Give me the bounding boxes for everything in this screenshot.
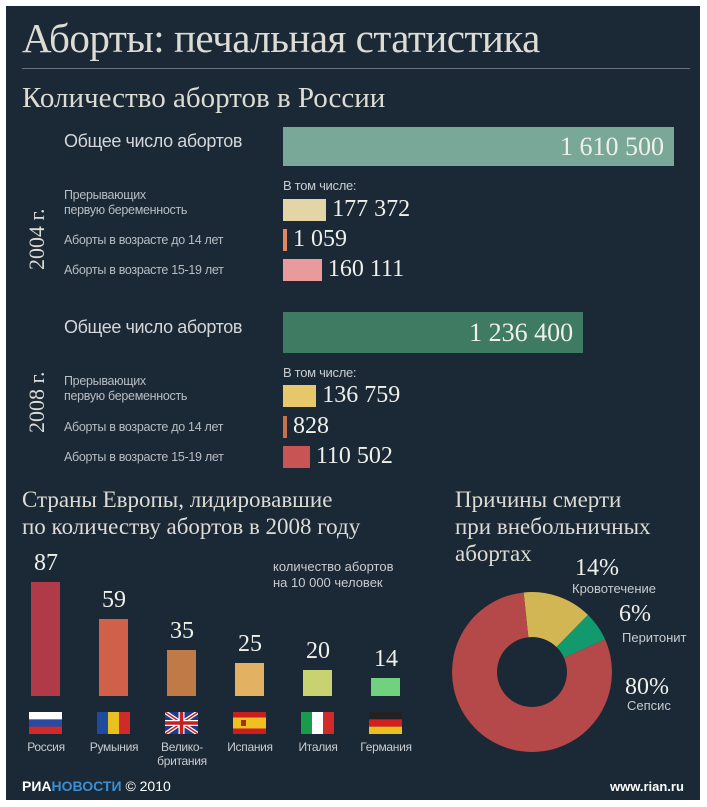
country-bar [303, 669, 332, 696]
country-value: 25 [238, 631, 262, 658]
spain-flag-icon [233, 712, 266, 734]
country-name: Велико-британия [147, 740, 217, 768]
item-bar [283, 416, 287, 438]
copyright: © 2010 [125, 778, 171, 794]
countries-title: Страны Европы, лидировавшие по количеств… [22, 486, 360, 540]
item-value: 110 502 [315, 443, 393, 469]
country-name: Румыния [79, 740, 149, 754]
item-bar [283, 446, 310, 468]
brand-b: НОВОСТИ [51, 778, 122, 794]
item-value: 136 759 [322, 382, 401, 408]
total-label: Общее число абортов [64, 131, 243, 151]
item-bar [283, 199, 327, 221]
item-label: Аборты в возрасте 15-19 лет [64, 450, 224, 465]
countries-title-line: Страны Европы, лидировавшие [22, 487, 333, 512]
country-value: 20 [306, 637, 330, 664]
total-bar: 1 610 500 [283, 127, 674, 166]
slice-pct: 6% [619, 601, 651, 627]
item-label-line: Прерывающих [64, 374, 146, 388]
note-line: количество абортов [273, 559, 394, 574]
country-bar [167, 650, 196, 696]
romania-flag-icon [97, 712, 131, 734]
item-label-line: Аборты в возрасте 15-19 лет [64, 263, 224, 277]
slice-label: Кровотечение [572, 581, 657, 596]
causes-title-line: при внебольничных [455, 514, 651, 539]
including-label: В том числе: [283, 365, 357, 380]
slice-label: Перитонит [622, 630, 687, 645]
donut-slice [523, 592, 588, 647]
country-bar [31, 582, 60, 696]
countries-title-line: по количеству абортов в 2008 году [22, 514, 361, 539]
total-bar: 1 236 400 [283, 312, 584, 353]
donut-slice [556, 614, 606, 658]
causes-title-line: Причины смерти [455, 487, 622, 512]
total-value: 1 236 400 [469, 317, 574, 347]
item-value: 1 059 [293, 226, 347, 252]
country-value: 87 [34, 550, 58, 576]
country-name: Россия [11, 740, 81, 754]
country-name: Испания [215, 740, 285, 754]
item-label-line: Аборты в возрасте до 14 лет [64, 233, 224, 247]
item-value: 828 [293, 413, 329, 439]
causes-title: Причины смерти при внебольничных абортах [455, 486, 651, 567]
note-line: на 10 000 человек [273, 575, 383, 590]
total-label: Общее число абортов [64, 317, 243, 337]
site-link[interactable]: www.rian.ru [610, 779, 684, 794]
including-label: В том числе: [283, 178, 357, 193]
divider [22, 68, 690, 69]
italy-flag-icon [301, 712, 335, 734]
country-bar [99, 618, 128, 696]
item-label: Аборты в возрасте 15-19 лет [64, 263, 224, 278]
causes-title-line: абортах [455, 541, 532, 566]
country-name: Германия [351, 740, 421, 754]
country-name-line: Германия [360, 740, 412, 754]
country-name-line: Испания [227, 740, 273, 754]
item-label-line: первую беременность [64, 203, 188, 217]
page-title: Аборты: печальная статистика [22, 15, 540, 61]
slice-label: Сепсис [627, 698, 671, 713]
country-name: Италия [283, 740, 353, 754]
item-bar [283, 229, 287, 251]
total-value: 1 610 500 [560, 131, 664, 161]
country-name-line: Россия [27, 740, 65, 754]
country-bar [371, 677, 400, 696]
item-label-line: Аборты в возрасте 15-19 лет [64, 450, 224, 464]
country-name-line: британия [157, 754, 207, 768]
item-label: Аборты в возрасте до 14 лет [64, 233, 223, 248]
country-bar [235, 663, 264, 696]
item-label: Прерывающих первую беременность [64, 374, 187, 404]
slice-pct: 80% [625, 674, 669, 700]
item-label-line: Прерывающих [64, 188, 146, 202]
brand-a: РИА [22, 778, 52, 794]
uk-flag-icon [163, 710, 200, 736]
russia-flag-icon [29, 712, 62, 735]
item-value: 160 111 [327, 256, 405, 282]
item-label: Прерывающих первую беременность [64, 188, 187, 218]
country-value: 35 [170, 618, 194, 645]
item-label-line: первую беременность [64, 389, 188, 403]
item-value: 177 372 [332, 196, 411, 222]
germany-flag-icon [369, 712, 402, 735]
russia-subtitle: Количество абортов в России [22, 82, 386, 114]
country-name-line: Италия [298, 740, 338, 754]
item-label-line: Аборты в возрасте до 14 лет [64, 420, 224, 434]
donut-slice [451, 592, 612, 752]
countries-note: количество абортов на 10 000 человек [273, 559, 393, 591]
item-bar [283, 259, 322, 281]
country-value: 59 [102, 586, 126, 613]
slice-pct: 14% [575, 555, 619, 581]
ria-logo: РИАНОВОСТИ © 2010 [22, 778, 171, 794]
item-bar [283, 385, 317, 407]
country-value: 14 [374, 645, 398, 672]
country-name-line: Румыния [89, 740, 139, 754]
item-label: Аборты в возрасте до 14 лет [64, 420, 223, 435]
country-name-line: Велико- [161, 740, 203, 754]
